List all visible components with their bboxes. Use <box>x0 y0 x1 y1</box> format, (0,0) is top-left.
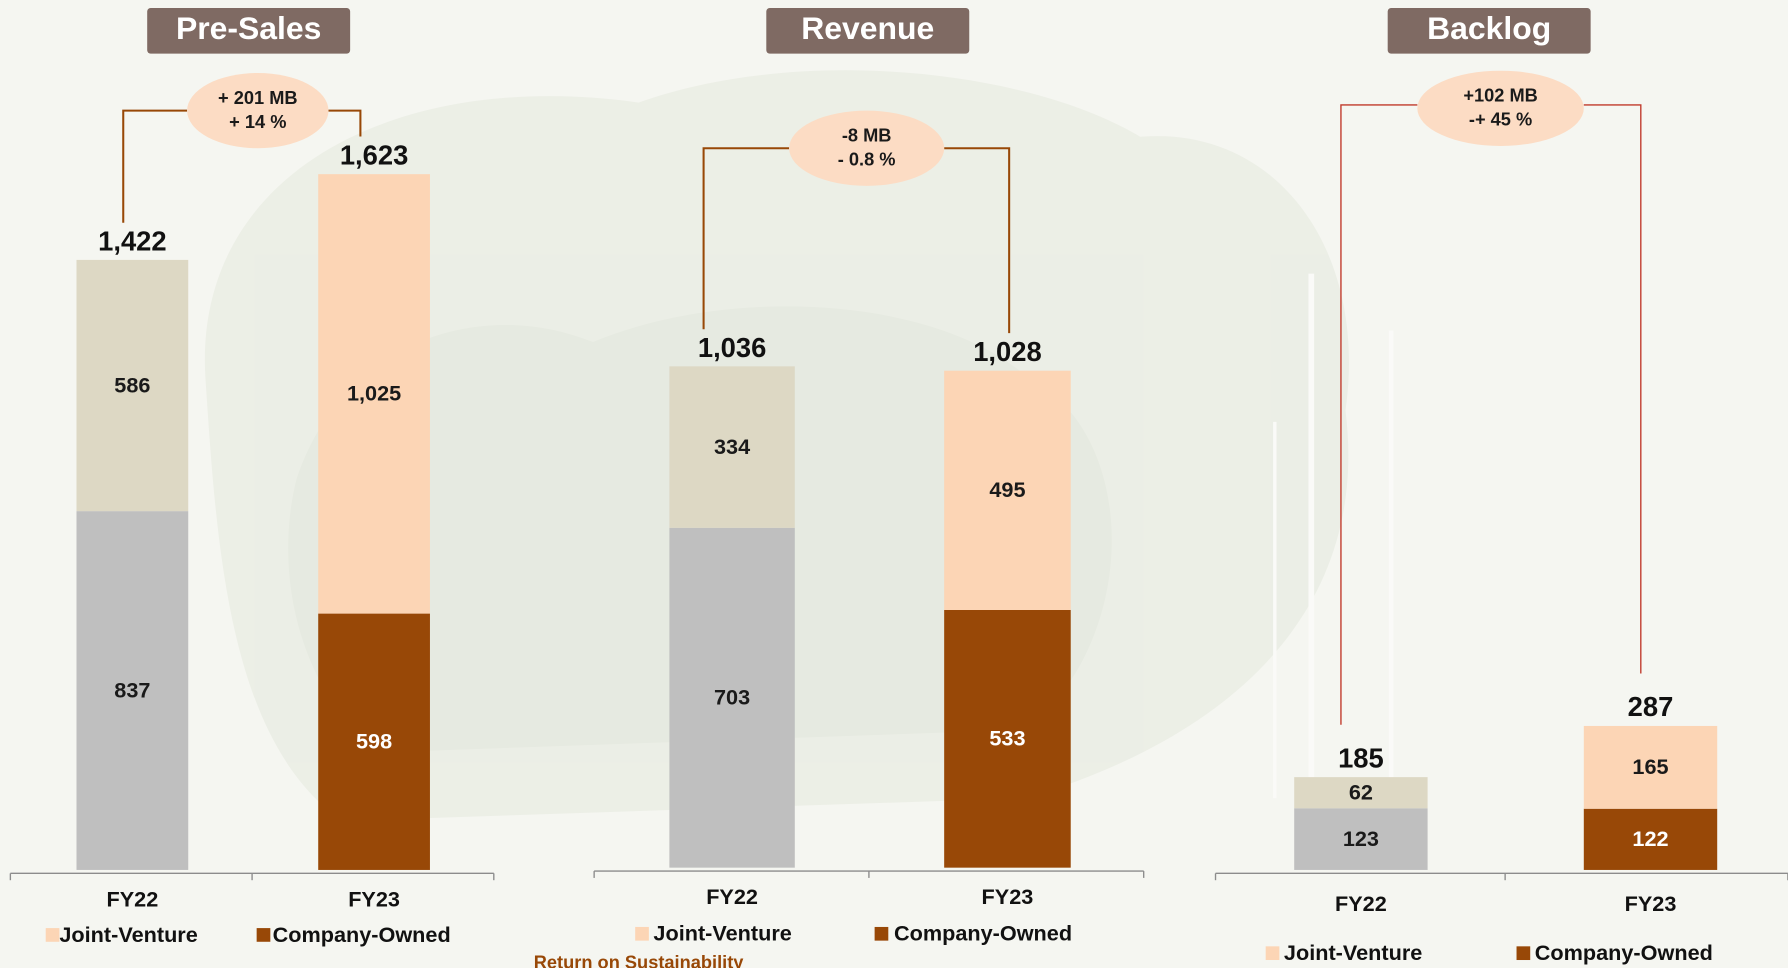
legend-label: Joint-Venture <box>1284 940 1422 965</box>
page: {"chart_data": [ {"type": "stacked-bar",… <box>0 0 1788 968</box>
legend-swatch <box>1517 946 1531 960</box>
annotation: + 14 % <box>229 111 286 132</box>
total-label: 1,028 <box>973 336 1041 367</box>
data-label: 62 <box>1349 780 1373 805</box>
legend-swatch <box>257 928 271 942</box>
legend-label: Company-Owned <box>894 921 1072 946</box>
legend-swatch <box>46 928 60 942</box>
footer: Return on Sustainability <box>534 951 745 968</box>
data-label: 837 <box>114 677 150 702</box>
x-tick-label: FY23 <box>1625 891 1677 916</box>
x-tick-label: FY23 <box>982 884 1034 909</box>
total-label: 1,422 <box>98 225 166 256</box>
bracket <box>1341 105 1417 725</box>
data-label: 334 <box>714 434 750 459</box>
total-label: 1,036 <box>698 332 766 363</box>
x-tick-label: FY23 <box>348 886 400 911</box>
data-label: 123 <box>1343 826 1379 851</box>
legend-label: Joint-Venture <box>653 921 791 946</box>
data-label: 1,025 <box>347 381 401 406</box>
legend-swatch <box>635 927 649 941</box>
data-label: 165 <box>1632 754 1668 779</box>
legend-label: Joint-Venture <box>59 922 197 947</box>
data-label: 533 <box>989 726 1025 751</box>
legend-swatch <box>875 927 889 941</box>
annotation: + 201 MB <box>218 87 298 108</box>
x-tick-label: FY22 <box>706 884 758 909</box>
data-label: 122 <box>1632 826 1668 851</box>
data-label: 703 <box>714 685 750 710</box>
data-label: 586 <box>114 372 150 397</box>
bracket <box>328 111 360 137</box>
annotation: - 0.8 % <box>838 149 896 170</box>
chart-title: Revenue <box>801 10 934 46</box>
x-tick-label: FY22 <box>106 886 158 911</box>
annotation: +102 MB <box>1463 85 1538 106</box>
legend-label: Company-Owned <box>273 922 451 947</box>
chart-title: Pre-Sales <box>176 10 321 46</box>
chart-title: Backlog <box>1427 10 1551 46</box>
x-tick-label: FY22 <box>1335 891 1387 916</box>
bracket <box>123 111 187 223</box>
legend-swatch <box>1266 946 1280 960</box>
bracket <box>1584 105 1641 674</box>
total-label: 1,623 <box>340 139 408 170</box>
slide: Return on Sustainability Pre-Sales 837 586… <box>0 0 1788 968</box>
legend-label: Company-Owned <box>1535 940 1713 965</box>
data-label: 598 <box>356 729 392 754</box>
data-label: 495 <box>989 477 1025 502</box>
total-label: 287 <box>1628 691 1674 722</box>
annotation: -8 MB <box>842 125 892 146</box>
annotation: -+ 45 % <box>1469 109 1532 130</box>
total-label: 185 <box>1338 742 1384 773</box>
